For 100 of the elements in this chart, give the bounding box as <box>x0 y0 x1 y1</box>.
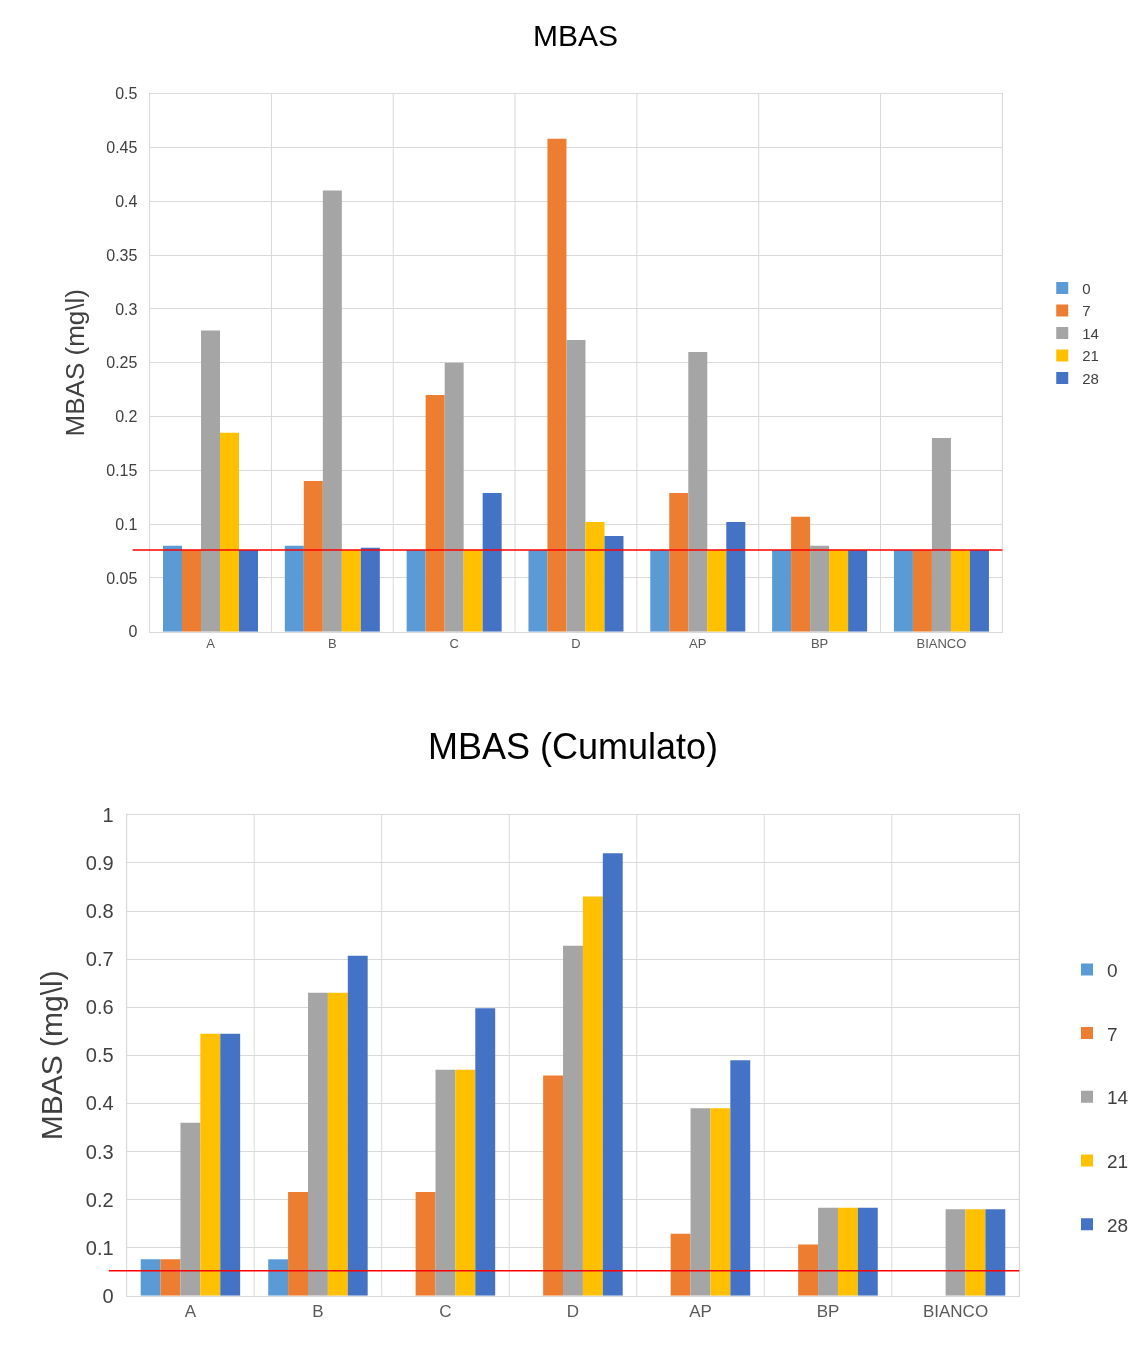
bar <box>444 362 464 632</box>
bar <box>140 1259 161 1296</box>
bar <box>566 340 586 632</box>
bar <box>347 955 368 1296</box>
bar <box>435 1069 456 1296</box>
bar <box>360 547 380 632</box>
x-tick-label: C <box>449 636 459 652</box>
bar <box>837 1207 858 1296</box>
y-tick-label: 0.5 <box>85 1044 114 1067</box>
bar <box>810 545 830 632</box>
y-tick-label: 0.15 <box>106 461 138 479</box>
bar <box>341 549 361 632</box>
bar <box>690 1108 711 1296</box>
x-tick-label: A <box>184 1302 197 1322</box>
legend-label: 21 <box>1107 1150 1129 1172</box>
y-tick-label: 0 <box>102 1284 114 1307</box>
bar <box>602 853 623 1296</box>
bar <box>950 549 970 632</box>
legend-label: 7 <box>1082 302 1091 320</box>
bar <box>475 1008 496 1296</box>
bar <box>829 549 849 632</box>
bar <box>547 138 567 632</box>
bar <box>307 992 328 1296</box>
legend-label: 14 <box>1107 1087 1129 1109</box>
bar <box>200 1033 221 1296</box>
y-axis-title: MBAS (mg\l) <box>34 970 68 1141</box>
y-tick-label: 0.9 <box>85 851 114 874</box>
y-tick-label: 0.2 <box>85 1188 114 1211</box>
x-tick-label: D <box>571 636 581 652</box>
x-tick-label: C <box>439 1302 452 1322</box>
bar <box>415 1191 436 1296</box>
bar <box>985 1209 1006 1296</box>
bar <box>912 549 932 632</box>
bar <box>669 492 689 632</box>
x-tick-label: BIANCO <box>916 636 967 652</box>
bar <box>969 549 989 632</box>
y-tick-label: 0.35 <box>106 246 138 264</box>
x-tick-label: AP <box>689 1302 712 1322</box>
x-tick-label: B <box>328 636 337 652</box>
bar <box>528 549 548 632</box>
bar <box>931 438 951 632</box>
bar <box>707 549 727 632</box>
bar <box>482 492 502 632</box>
bar <box>284 545 304 632</box>
bar <box>965 1209 986 1296</box>
legend-label: 21 <box>1082 347 1099 365</box>
bar <box>798 1244 819 1296</box>
bar <box>425 395 445 632</box>
y-tick-label: 0.25 <box>106 354 138 372</box>
bar <box>791 516 811 632</box>
chart-title: MBAS <box>533 19 619 52</box>
bar <box>303 481 323 632</box>
x-tick-label: D <box>566 1302 580 1322</box>
legend-label: 28 <box>1082 369 1099 387</box>
bar <box>406 549 426 632</box>
bar <box>650 549 670 632</box>
y-tick-label: 0.4 <box>115 192 138 210</box>
bar <box>220 432 240 632</box>
x-tick-label: BIANCO <box>922 1302 989 1322</box>
legend-label: 14 <box>1082 324 1099 342</box>
y-tick-label: 0.2 <box>115 408 138 426</box>
y-tick-label: 0 <box>128 623 138 641</box>
bar <box>730 1060 751 1296</box>
y-tick-label: 0.1 <box>85 1236 114 1259</box>
legend-label: 0 <box>1107 959 1118 981</box>
bar <box>201 330 221 632</box>
bar <box>220 1033 241 1296</box>
x-tick-label: AP <box>689 636 707 652</box>
bar <box>463 549 483 632</box>
bar <box>543 1075 564 1296</box>
y-tick-label: 0.05 <box>106 569 138 587</box>
bar <box>945 1209 966 1296</box>
y-tick-label: 0.1 <box>115 515 138 533</box>
y-axis-title: MBAS (mg\l) <box>59 289 90 437</box>
bar <box>239 549 259 632</box>
bar <box>710 1108 731 1296</box>
legend-label: 0 <box>1082 279 1091 297</box>
bar <box>857 1207 878 1296</box>
legend-label: 7 <box>1107 1023 1118 1045</box>
y-tick-label: 0.45 <box>106 139 138 157</box>
bar <box>322 190 342 632</box>
y-tick-label: 0.3 <box>115 300 138 318</box>
legend-label: 28 <box>1107 1214 1129 1236</box>
bar <box>582 896 603 1296</box>
bar <box>327 992 348 1296</box>
bar <box>772 549 792 632</box>
y-tick-label: 0.7 <box>85 948 114 971</box>
bar <box>268 1259 289 1296</box>
x-tick-label: B <box>312 1302 324 1322</box>
bar <box>670 1233 691 1296</box>
x-tick-label: BP <box>816 1302 840 1322</box>
chart-title: MBAS (Cumulato) <box>428 726 719 767</box>
bar <box>818 1207 838 1296</box>
bar <box>455 1069 476 1296</box>
y-tick-label: 0.5 <box>115 85 138 103</box>
y-tick-label: 0.3 <box>85 1140 114 1163</box>
x-tick-label: BP <box>810 636 829 652</box>
bar <box>163 545 182 632</box>
y-tick-label: 0.4 <box>85 1092 114 1115</box>
x-tick-label: A <box>206 636 216 652</box>
